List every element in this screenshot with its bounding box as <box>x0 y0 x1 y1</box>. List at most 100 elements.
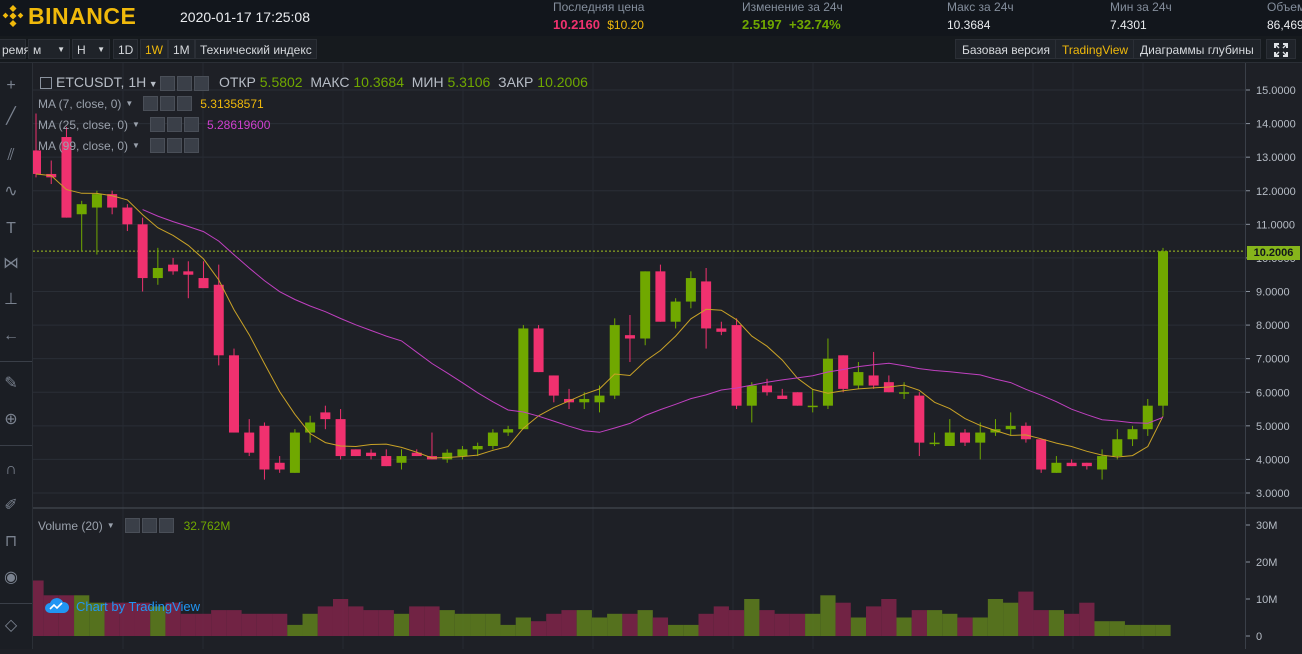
stat-label: Макс за 24ч <box>947 0 1014 14</box>
back-arrow-icon[interactable]: ← <box>3 327 19 344</box>
eye-icon[interactable] <box>124 518 140 534</box>
ma7-value: 5.31358571 <box>200 96 264 111</box>
brush-icon[interactable]: ∿ <box>4 183 18 200</box>
volume-bar <box>74 595 90 636</box>
candle <box>122 204 133 232</box>
candle-body <box>716 328 727 332</box>
minutes-dropdown[interactable]: м ▼ <box>28 39 70 59</box>
close-icon[interactable] <box>183 138 199 154</box>
hours-dropdown[interactable]: H ▼ <box>72 39 110 59</box>
symbol-label[interactable]: ETCUSDT, 1H <box>56 74 147 90</box>
close-icon[interactable] <box>177 96 193 112</box>
volume-bar <box>515 617 531 636</box>
basic-version-tab[interactable]: Базовая версия <box>955 39 1057 59</box>
trendline-icon[interactable]: ╱ <box>6 108 16 125</box>
high-label: МАКС <box>310 74 350 90</box>
candle-body <box>289 432 300 473</box>
indicators-button[interactable]: Технический индекс <box>195 39 317 59</box>
close-icon[interactable] <box>158 518 174 534</box>
candle-body <box>76 204 87 215</box>
volume-bar <box>774 613 790 636</box>
candle <box>990 419 1001 436</box>
volume-bar <box>546 613 562 636</box>
caret-down-icon[interactable]: ▼ <box>125 99 134 109</box>
candlestick-chart[interactable] <box>28 63 1245 649</box>
chart-pane[interactable] <box>28 63 1245 649</box>
gear-icon[interactable] <box>160 96 176 112</box>
volume-bar <box>485 613 501 636</box>
ma25-label[interactable]: MA (25, close, 0) <box>38 117 129 132</box>
tradingview-tab[interactable]: TradingView <box>1055 39 1136 59</box>
time-menu[interactable]: ремя <box>0 39 30 59</box>
candle-body <box>731 325 742 406</box>
caret-down-icon[interactable]: ▼ <box>132 141 140 151</box>
caret-down-icon[interactable]: ▼ <box>106 521 115 531</box>
candle-body <box>335 419 346 457</box>
pencil-lock-icon[interactable]: ✐ <box>4 497 18 514</box>
candle <box>213 264 224 366</box>
tradingview-cloud-icon <box>45 598 70 613</box>
lock-icon[interactable]: ⊓ <box>4 533 18 550</box>
binance-logo[interactable]: BINANCE <box>0 3 136 29</box>
crosshair-icon[interactable]: + <box>6 77 16 94</box>
candle-body <box>396 456 407 463</box>
binance-logo-icon <box>2 5 24 27</box>
drawing-toolbar: + ╱ ⫽ ∿ T ⋈ ⊥ ← ✎ ⊕ ∩ ✐ ⊓ ◉ ◇ <box>0 63 33 649</box>
candle-body <box>1142 405 1153 430</box>
ma7-label[interactable]: MA (7, close, 0) <box>38 96 122 111</box>
fullscreen-button[interactable] <box>1266 39 1296 59</box>
volume-bar <box>1018 591 1034 636</box>
close-icon[interactable] <box>183 117 199 133</box>
text-tool-icon[interactable]: T <box>6 220 16 237</box>
zoom-icon[interactable]: ⊕ <box>4 411 18 428</box>
volume-bar <box>470 613 486 636</box>
caret-down-icon[interactable]: ▼ <box>146 79 161 89</box>
volume-bar <box>348 606 364 636</box>
chart-legend: ETCUSDT, 1H ▼ ОТКР 5.5802 МАКС 10.3684 М… <box>40 74 588 91</box>
trash-icon[interactable]: ◇ <box>4 617 18 634</box>
volume-bar <box>820 595 836 636</box>
magnet-icon[interactable]: ∩ <box>5 461 17 478</box>
interval-1d[interactable]: 1D <box>113 39 139 59</box>
measure-icon[interactable]: ⊥ <box>4 291 18 308</box>
eye-icon[interactable] <box>143 96 159 112</box>
ma25-legend: MA (25, close, 0) ▼ 5.28619600 <box>38 117 270 133</box>
candle <box>183 261 194 299</box>
volume-bar <box>89 602 105 636</box>
eye-icon[interactable]: ◉ <box>4 569 18 586</box>
candle-body <box>807 405 818 408</box>
candle-body <box>853 372 864 386</box>
candle <box>746 382 757 423</box>
gear-icon[interactable] <box>177 75 193 91</box>
gear-icon[interactable] <box>141 518 157 534</box>
gear-icon[interactable] <box>166 117 182 133</box>
volume-bar <box>1094 621 1110 636</box>
interval-1w[interactable]: 1W <box>140 39 168 59</box>
open-label: ОТКР <box>218 74 256 90</box>
volume-bar <box>591 617 608 636</box>
volume-bar <box>424 606 440 636</box>
tradingview-badge[interactable]: Chart by TradingView <box>44 597 200 615</box>
price-scale[interactable]: 15.000014.000013.000012.000011.000010.00… <box>1245 63 1302 649</box>
eye-icon[interactable] <box>149 117 165 133</box>
gear-icon[interactable] <box>166 138 182 154</box>
settings-icon[interactable] <box>160 75 176 91</box>
pattern-icon[interactable]: ⋈ <box>3 255 19 272</box>
volume-label[interactable]: Volume (20) <box>38 518 103 533</box>
eye-icon[interactable] <box>149 138 165 154</box>
close-icon[interactable] <box>194 75 210 91</box>
pitchfork-icon[interactable]: ⫽ <box>7 147 15 164</box>
close-value: 10.2006 <box>537 74 588 90</box>
candle-body <box>274 462 285 470</box>
volume-bar <box>104 602 120 636</box>
candle-body <box>868 375 879 386</box>
interval-1m[interactable]: 1M <box>168 39 195 59</box>
price-tick-label: 13.0000 <box>1256 152 1296 164</box>
ruler-icon[interactable]: ✎ <box>4 375 18 392</box>
volume-bar <box>789 613 806 636</box>
depth-chart-tab[interactable]: Диаграммы глубины <box>1133 39 1261 59</box>
candle-body <box>305 422 316 433</box>
caret-down-icon[interactable]: ▼ <box>132 120 140 130</box>
ma99-label[interactable]: MA (99, close, 0) <box>38 138 129 153</box>
ma7-line <box>35 173 1164 459</box>
